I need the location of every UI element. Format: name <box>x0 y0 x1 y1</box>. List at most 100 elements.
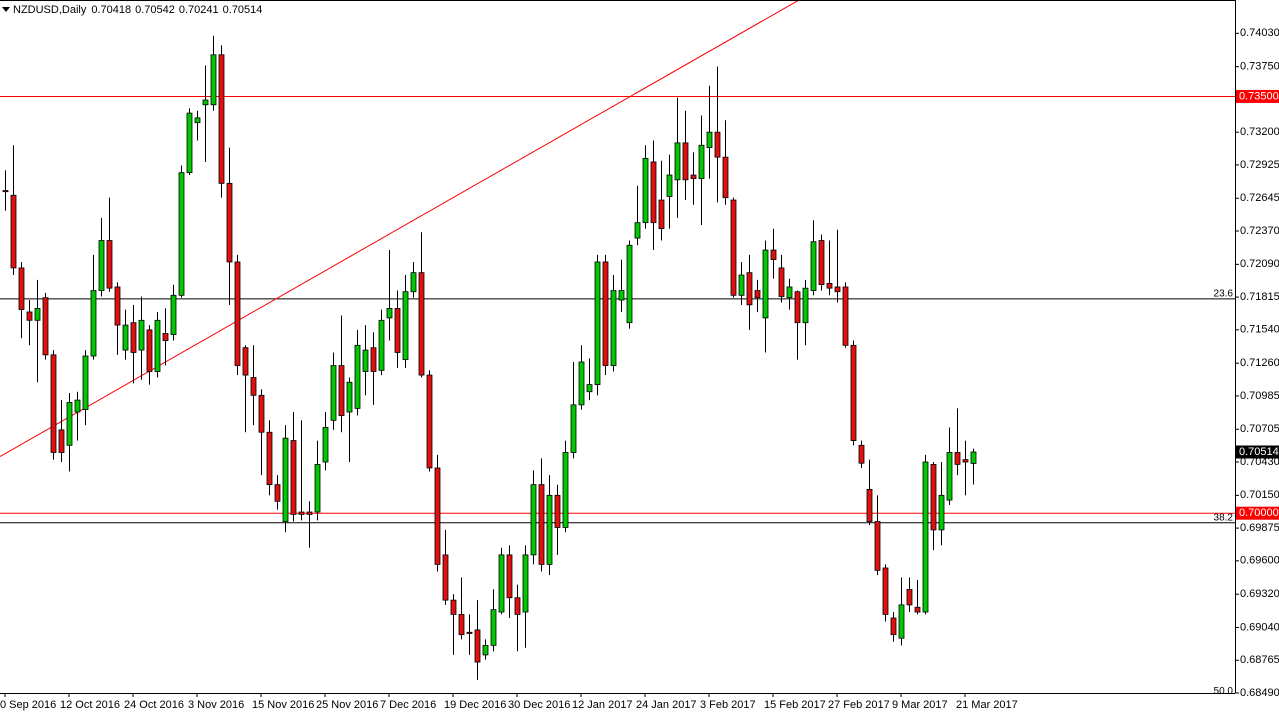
header-high: 0.70542 <box>135 4 175 16</box>
candle-body <box>426 374 433 469</box>
y-tick-label: 0.71815 <box>1240 291 1279 303</box>
candle-body <box>826 282 833 289</box>
x-tick-label: 30 Dec 2016 <box>508 699 570 711</box>
y-tick-label: 0.73750 <box>1240 61 1279 73</box>
y-tick-label: 0.72645 <box>1240 192 1279 204</box>
candle-body <box>82 355 89 411</box>
candle-body <box>626 244 633 324</box>
candle-body <box>490 609 497 646</box>
candle-body <box>546 494 553 565</box>
candle-body <box>138 319 145 351</box>
candle-body <box>282 437 289 522</box>
candle-body <box>306 511 313 515</box>
candle-body <box>610 290 617 366</box>
candle-body <box>802 287 809 324</box>
y-tick-label: 0.69040 <box>1240 621 1279 633</box>
candle-body <box>338 365 345 416</box>
candle-body <box>658 199 665 230</box>
candle-body <box>946 452 953 501</box>
candle-body <box>498 554 505 613</box>
candle-body <box>114 286 121 326</box>
candle-body <box>866 488 873 522</box>
candle-body <box>26 311 33 321</box>
candle-body <box>474 629 481 663</box>
candle-body <box>818 240 825 285</box>
level-label: 0.73500 <box>1239 90 1279 102</box>
candle-body <box>242 347 249 376</box>
y-tick-label: 0.70430 <box>1240 456 1279 468</box>
candle-body <box>938 494 945 531</box>
x-tick-label: 12 Oct 2016 <box>60 699 120 711</box>
candle-body <box>482 644 489 656</box>
trend-line <box>0 0 801 457</box>
candle-body <box>954 452 961 465</box>
candle-body <box>674 142 681 181</box>
fib-label: 23.6 <box>1214 289 1234 300</box>
candle-body <box>962 459 969 463</box>
header-close: 0.70514 <box>223 4 263 16</box>
y-tick-label: 0.69600 <box>1240 555 1279 567</box>
fib-label: 38.2 <box>1214 512 1234 523</box>
candle-body <box>130 322 137 353</box>
candle-body <box>290 440 297 515</box>
candle-body <box>178 172 185 296</box>
y-tick-label: 0.70985 <box>1240 390 1279 402</box>
candle-body <box>906 589 913 606</box>
candle-body <box>618 290 625 301</box>
candle-body <box>754 290 761 299</box>
candle-body <box>234 261 241 366</box>
candle-body <box>778 267 785 297</box>
candle-body <box>642 157 649 224</box>
candle-body <box>578 361 585 406</box>
candle-body <box>298 511 305 515</box>
candle-body <box>322 427 329 463</box>
y-tick-label: 0.71260 <box>1240 357 1279 369</box>
candle-body <box>66 402 73 446</box>
candle-body <box>770 249 777 260</box>
x-tick-label: 0 Sep 2016 <box>0 699 56 711</box>
candle-body <box>714 131 721 158</box>
candle-body <box>410 272 417 293</box>
candle-body <box>634 222 641 239</box>
candle-body <box>570 404 577 453</box>
x-tick-label: 3 Nov 2016 <box>188 699 244 711</box>
x-tick-label: 3 Feb 2017 <box>700 699 756 711</box>
header-low: 0.70241 <box>179 4 219 16</box>
candle-body <box>746 272 753 306</box>
candle-body <box>42 297 49 356</box>
x-tick-label: 24 Oct 2016 <box>124 699 184 711</box>
candle-body <box>842 286 849 346</box>
candle-body <box>434 467 441 565</box>
x-tick-label: 15 Feb 2017 <box>764 699 826 711</box>
candle-body <box>530 484 537 556</box>
level-tag <box>1236 506 1279 520</box>
candle-body <box>730 199 737 296</box>
candle-body <box>370 347 377 372</box>
price-tag-label: 0.70514 <box>1239 446 1279 458</box>
candle-body <box>690 174 697 180</box>
x-tick-label: 27 Feb 2017 <box>828 699 890 711</box>
candle-body <box>682 142 689 181</box>
candle-body <box>106 240 113 289</box>
candle-body <box>442 554 449 601</box>
candle-body <box>738 274 745 296</box>
candle-body <box>458 614 465 636</box>
y-tick-label: 0.72090 <box>1240 258 1279 270</box>
header-open: 0.70418 <box>91 4 131 16</box>
candle-body <box>970 451 977 464</box>
candle-body <box>594 261 601 386</box>
candle-body <box>506 554 513 599</box>
candle-body <box>378 319 385 371</box>
chart-title: NZDUSD,Daily <box>13 4 87 16</box>
candle-body <box>858 444 865 464</box>
candle-body <box>650 161 657 224</box>
candle-body <box>250 377 257 396</box>
candle-body <box>762 249 769 319</box>
y-tick-label: 0.68765 <box>1240 654 1279 666</box>
y-tick-label: 0.70150 <box>1240 489 1279 501</box>
candle-body <box>922 461 929 613</box>
candle-body <box>354 344 361 409</box>
candle-body <box>794 291 801 324</box>
